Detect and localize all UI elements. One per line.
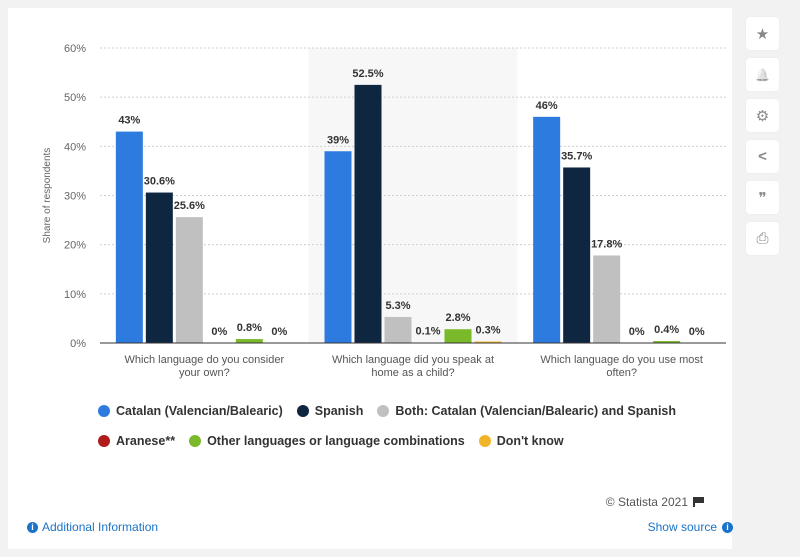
chart-card: 0% 10% 20% 30% 40% 50% 60% Share of respondents…: [8, 8, 733, 549]
data-label: 30.6%: [144, 176, 175, 188]
star-icon: ★: [755, 25, 770, 43]
legend-dot: [478, 435, 491, 447]
cite-button[interactable]: ❞: [746, 181, 779, 214]
data-label: 43%: [118, 115, 140, 127]
y-tick-label: 20%: [64, 240, 86, 252]
bar: [115, 131, 143, 343]
legend-label: Don't know: [496, 434, 564, 448]
bar: [354, 84, 382, 343]
x-tick-label: often?: [606, 367, 637, 379]
bar: [175, 217, 203, 343]
share-icon: <: [758, 148, 767, 165]
data-label: 0.1%: [415, 326, 440, 338]
legend-label: Spanish: [314, 404, 364, 418]
data-label: 5.3%: [385, 300, 410, 312]
legend-dot: [98, 435, 110, 447]
additional-information-label: Additional Information: [42, 520, 159, 534]
bar: [593, 255, 621, 343]
legend-dot: [377, 405, 390, 417]
data-label: 2.8%: [445, 312, 470, 324]
legend-dot: [189, 435, 202, 447]
x-tick-label: home as a child?: [371, 367, 454, 379]
show-source-label: Show source: [647, 520, 717, 534]
legend: Catalan (Valencian/Balearic) Spanish Bot…: [98, 404, 718, 448]
bar: [533, 116, 561, 343]
bar: [563, 167, 591, 343]
bar: [444, 329, 472, 343]
statista-credit[interactable]: © Statista 2021: [606, 495, 704, 509]
favorite-button[interactable]: ★: [746, 17, 779, 50]
print-button[interactable]: ⎙: [746, 222, 779, 255]
bar: [653, 341, 681, 343]
bar: [324, 151, 352, 343]
data-label: 0.4%: [654, 324, 679, 336]
share-button[interactable]: <: [746, 140, 779, 173]
legend-label: Catalan (Valencian/Balearic): [116, 404, 283, 418]
print-icon: ⎙: [756, 230, 769, 247]
data-label: 25.6%: [174, 200, 205, 212]
legend-item-other[interactable]: Other languages or language combinations: [189, 434, 465, 448]
data-label: 17.8%: [591, 238, 622, 250]
data-label: 0%: [689, 326, 705, 338]
y-tick-label: 60%: [64, 43, 86, 55]
y-tick-label: 30%: [64, 191, 86, 203]
bell-icon: 🔔: [755, 67, 770, 82]
y-tick-label: 0%: [70, 338, 86, 350]
additional-information-link[interactable]: i Additional Information: [27, 520, 158, 534]
data-label: 52.5%: [352, 68, 383, 80]
data-label: 39%: [327, 134, 349, 146]
data-label: 35.7%: [561, 150, 592, 162]
x-tick-label: Which language did you speak at: [332, 354, 494, 366]
legend-item-catalan[interactable]: Catalan (Valencian/Balearic): [98, 404, 283, 418]
y-tick-label: 50%: [64, 92, 86, 104]
credit-text: © Statista 2021: [605, 495, 688, 509]
settings-button[interactable]: ⚙: [746, 99, 779, 132]
y-tick-label: 40%: [64, 141, 86, 153]
info-icon: i: [722, 521, 733, 533]
side-toolbar: ★ 🔔 ⚙ < ❞ ⎙: [746, 17, 779, 263]
bar: [235, 339, 263, 343]
legend-item-both[interactable]: Both: Catalan (Valencian/Balearic) and S…: [377, 404, 676, 418]
data-label: 46%: [536, 100, 558, 112]
data-label: 0.8%: [237, 322, 262, 334]
bar: [474, 341, 502, 343]
data-label: 0%: [629, 326, 645, 338]
y-axis-label: Share of respondents: [42, 148, 53, 244]
data-label: 0.3%: [475, 325, 500, 337]
show-source-link[interactable]: Show source i: [648, 520, 733, 534]
y-tick-label: 10%: [64, 289, 86, 301]
x-tick-label: Which language do you use most: [540, 354, 703, 366]
flag-icon: [693, 497, 704, 507]
notification-button[interactable]: 🔔: [746, 58, 779, 91]
data-label: 0%: [271, 326, 287, 338]
bar: [384, 316, 412, 343]
data-label: 0%: [211, 326, 227, 338]
legend-dot: [98, 405, 110, 417]
bar-chart: 0% 10% 20% 30% 40% 50% 60% Share of respondents…: [42, 43, 726, 379]
bar: [145, 192, 173, 343]
legend-dot: [296, 405, 309, 417]
legend-label: Both: Catalan (Valencian/Balearic) and S…: [395, 404, 677, 418]
legend-item-aranese[interactable]: Aranese**: [98, 434, 175, 448]
x-tick-label: Which language do you consider: [125, 354, 285, 366]
legend-label: Aranese**: [116, 434, 176, 448]
info-icon: i: [27, 521, 38, 533]
quote-icon: ❞: [758, 189, 767, 207]
x-tick-label: your own?: [179, 367, 230, 379]
legend-label: Other languages or language combinations: [207, 434, 465, 448]
legend-item-dont-know[interactable]: Don't know: [478, 434, 564, 448]
legend-item-spanish[interactable]: Spanish: [296, 404, 364, 418]
gear-icon: ⚙: [755, 107, 770, 125]
